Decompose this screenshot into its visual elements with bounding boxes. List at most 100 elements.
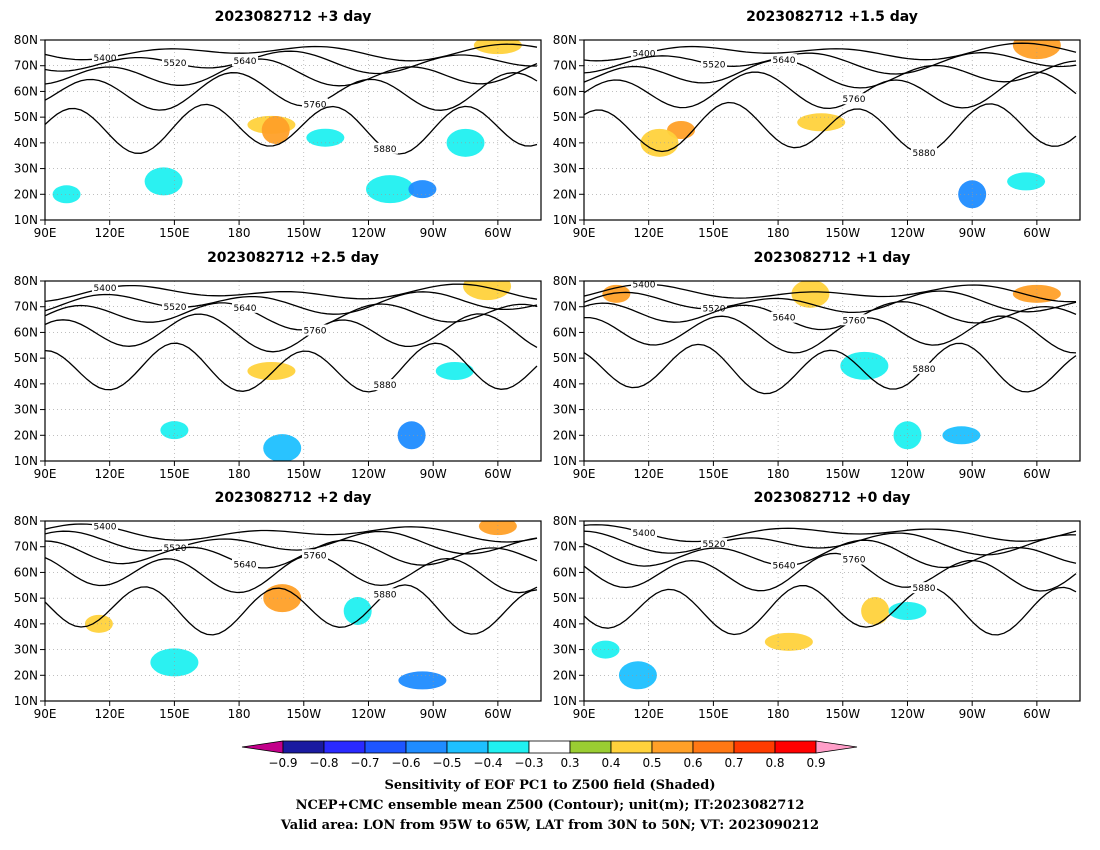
contour-label-bg xyxy=(232,55,258,67)
contour-line xyxy=(584,42,1077,62)
x-tick-label: 180 xyxy=(767,467,790,481)
x-tick-label: 120W xyxy=(351,226,386,240)
y-tick-label: 20N xyxy=(553,428,577,442)
plot-frame xyxy=(583,280,1081,462)
contour-line xyxy=(45,72,538,111)
contour-label-bg xyxy=(162,57,188,69)
contour-line xyxy=(45,103,538,155)
y-tick-label: 60N xyxy=(14,84,38,98)
contour-line xyxy=(45,43,538,62)
plot-area xyxy=(584,521,1080,701)
y-tick-label: 40N xyxy=(14,136,38,150)
contour-label: 5760 xyxy=(304,327,327,337)
shading-cell xyxy=(473,40,522,55)
shading-cell xyxy=(52,185,81,204)
y-tick-label: 40N xyxy=(553,136,577,150)
contour-label: 5760 xyxy=(843,95,866,105)
contour-line xyxy=(584,524,1077,543)
contour-label: 5760 xyxy=(843,316,866,326)
y-tick-label: 10N xyxy=(14,694,38,708)
x-tick-label: 60W xyxy=(1023,467,1050,481)
contour-line xyxy=(45,291,538,315)
colorbar-label: −0.5 xyxy=(432,756,461,770)
shading-cell xyxy=(343,597,372,625)
y-tick-label: 80N xyxy=(14,33,38,47)
x-tick-label: 60W xyxy=(484,467,511,481)
x-tick-label: 90W xyxy=(959,467,986,481)
x-tick-label: 150E xyxy=(698,707,729,721)
colorbar-label: 0.5 xyxy=(642,756,661,770)
contour-line xyxy=(45,530,538,555)
x-tick-label: 150E xyxy=(159,467,190,481)
y-tick-label: 50N xyxy=(553,591,577,605)
x-tick-label: 90W xyxy=(420,226,447,240)
contour-label: 5760 xyxy=(304,551,327,561)
colorbar: −0.9 −0.8 −0.7 −0.6 −0.5 −0.4 −0.3 0.3 0.4 0.5 0.6… xyxy=(241,740,858,770)
x-tick-label: 90E xyxy=(34,707,57,721)
y-tick-label: 60N xyxy=(14,325,38,339)
colorbar-label: −0.9 xyxy=(268,756,297,770)
contour-line xyxy=(45,554,538,594)
x-tick-label: 90E xyxy=(34,226,57,240)
panel-title: 2023082712 +1 day xyxy=(754,250,911,266)
contour-line xyxy=(584,552,1077,592)
shading-cell xyxy=(1007,172,1046,191)
plot-frame xyxy=(583,520,1081,702)
x-tick-label: 120W xyxy=(890,467,925,481)
y-tick-label: 20N xyxy=(14,428,38,442)
contour-label-bg xyxy=(162,300,188,312)
x-tick-label: 120E xyxy=(633,467,664,481)
plot-area xyxy=(584,281,1080,461)
x-tick-label: 120E xyxy=(633,707,664,721)
x-tick-label: 180 xyxy=(228,707,251,721)
contour-label-bg xyxy=(631,526,657,538)
shading-cell xyxy=(840,351,889,380)
contour-line xyxy=(584,584,1077,636)
contour-label-bg xyxy=(771,559,797,571)
contour-label: 5640 xyxy=(773,56,796,66)
contour-line xyxy=(45,50,537,75)
x-tick-label: 180 xyxy=(767,226,790,240)
x-tick-label: 150W xyxy=(825,226,860,240)
x-tick-label: 120W xyxy=(351,707,386,721)
contour-label-bg xyxy=(372,588,398,600)
colorbar-label: 0.8 xyxy=(765,756,784,770)
shading-cell xyxy=(408,180,437,199)
contour-label: 5640 xyxy=(234,57,257,67)
shading-cell xyxy=(150,648,199,677)
shading-cell xyxy=(435,362,474,380)
contour-label-bg xyxy=(372,379,398,391)
contour-label-bg xyxy=(232,558,258,570)
shading-cell xyxy=(84,614,113,633)
contour-line xyxy=(45,302,538,331)
contour-line xyxy=(584,59,1077,89)
contour-label: 5640 xyxy=(773,562,796,572)
shading-cell xyxy=(463,281,512,301)
x-tick-label: 120W xyxy=(890,226,925,240)
x-tick-label: 120E xyxy=(94,467,125,481)
contour-label: 5880 xyxy=(913,149,936,159)
x-tick-label: 150E xyxy=(698,226,729,240)
contour-label-bg xyxy=(911,147,937,159)
contour-label-bg xyxy=(162,541,188,553)
colorbar-swatch xyxy=(774,740,817,754)
contour-label: 5400 xyxy=(633,280,656,290)
contour-line xyxy=(584,52,1077,75)
y-tick-label: 30N xyxy=(14,162,38,176)
colorbar-swatch xyxy=(569,740,612,754)
y-tick-label: 20N xyxy=(14,187,38,201)
contour-label: 5400 xyxy=(94,522,117,532)
y-tick-label: 40N xyxy=(14,617,38,631)
x-tick-label: 120E xyxy=(94,707,125,721)
contour-label: 5520 xyxy=(703,61,726,71)
panel-4: 5400 5520 5640 5760 5880 90E 120E 150E 180 150W 12… xyxy=(553,250,1081,481)
contour-line xyxy=(45,584,538,636)
shading-cell xyxy=(144,167,183,196)
x-tick-label: 120E xyxy=(94,226,125,240)
x-tick-label: 60W xyxy=(1023,707,1050,721)
shading-cell xyxy=(397,421,426,450)
contour-line xyxy=(584,530,1077,556)
x-tick-label: 90W xyxy=(420,467,447,481)
contour-label: 5400 xyxy=(633,50,656,60)
colorbar-swatch xyxy=(815,740,858,754)
